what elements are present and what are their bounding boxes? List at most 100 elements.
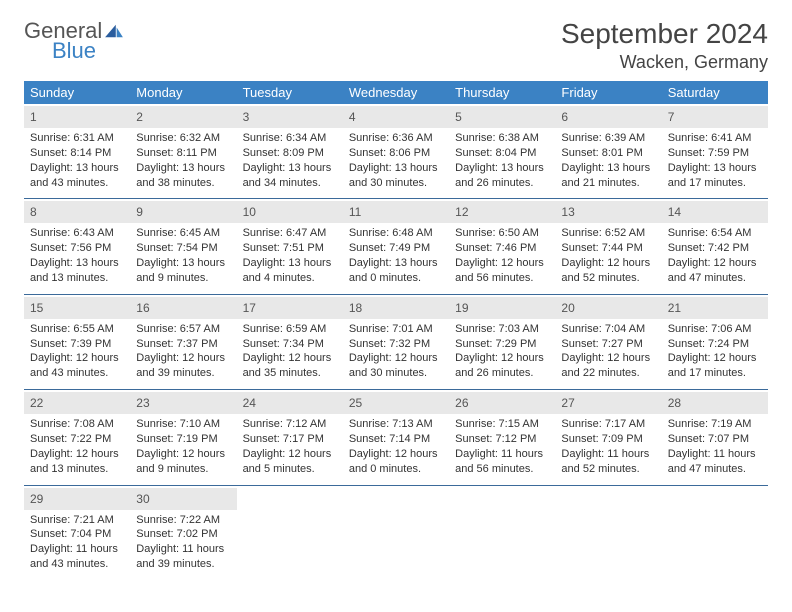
day-info-line: and 34 minutes. <box>243 176 337 191</box>
day-info-line: Sunrise: 7:15 AM <box>455 417 549 432</box>
day-cell: 18Sunrise: 7:01 AMSunset: 7:32 PMDayligh… <box>343 295 449 389</box>
day-info-line: Sunset: 7:59 PM <box>668 146 762 161</box>
day-number: 17 <box>243 301 256 315</box>
day-number: 4 <box>349 110 356 124</box>
day-info-line: Sunset: 7:54 PM <box>136 241 230 256</box>
day-info-line: Sunrise: 7:13 AM <box>349 417 443 432</box>
day-info-line: Sunrise: 6:45 AM <box>136 226 230 241</box>
day-cell: 9Sunrise: 6:45 AMSunset: 7:54 PMDaylight… <box>130 199 236 293</box>
daynum-row: 28 <box>662 392 768 414</box>
day-cell: 7Sunrise: 6:41 AMSunset: 7:59 PMDaylight… <box>662 104 768 198</box>
day-info-line: Sunset: 7:56 PM <box>30 241 124 256</box>
day-info-line: Sunset: 8:14 PM <box>30 146 124 161</box>
daynum-row: 17 <box>237 297 343 319</box>
day-info-line: and 43 minutes. <box>30 557 124 572</box>
day-info-line: Daylight: 12 hours <box>349 351 443 366</box>
day-number: 30 <box>136 492 149 506</box>
daynum-row: 26 <box>449 392 555 414</box>
day-info-line: Daylight: 12 hours <box>243 351 337 366</box>
day-info-line: Sunrise: 7:06 AM <box>668 322 762 337</box>
day-info-line: and 47 minutes. <box>668 462 762 477</box>
day-info-line: Daylight: 13 hours <box>30 161 124 176</box>
header: General Blue September 2024 Wacken, Germ… <box>24 18 768 73</box>
day-info-line: and 56 minutes. <box>455 462 549 477</box>
day-number: 2 <box>136 110 143 124</box>
day-cell: 20Sunrise: 7:04 AMSunset: 7:27 PMDayligh… <box>555 295 661 389</box>
day-info-line: Sunset: 7:12 PM <box>455 432 549 447</box>
day-number: 15 <box>30 301 43 315</box>
day-info-line: Sunset: 7:07 PM <box>668 432 762 447</box>
daynum-row: 14 <box>662 201 768 223</box>
day-info-line: and 0 minutes. <box>349 271 443 286</box>
daynum-row: 30 <box>130 488 236 510</box>
day-info-line: Daylight: 12 hours <box>30 447 124 462</box>
day-info-line: and 17 minutes. <box>668 176 762 191</box>
day-info-line: and 39 minutes. <box>136 557 230 572</box>
day-cell <box>449 486 555 580</box>
day-info-line: Sunset: 7:37 PM <box>136 337 230 352</box>
day-number: 28 <box>668 396 681 410</box>
daynum-row: 27 <box>555 392 661 414</box>
day-cell: 28Sunrise: 7:19 AMSunset: 7:07 PMDayligh… <box>662 390 768 484</box>
day-info-line: Daylight: 13 hours <box>136 161 230 176</box>
day-info-line: and 0 minutes. <box>349 462 443 477</box>
day-info-line: Sunset: 7:17 PM <box>243 432 337 447</box>
day-cell: 21Sunrise: 7:06 AMSunset: 7:24 PMDayligh… <box>662 295 768 389</box>
daynum-row: 29 <box>24 488 130 510</box>
weekday-label: Tuesday <box>237 81 343 104</box>
day-info-line: Sunset: 8:06 PM <box>349 146 443 161</box>
daynum-row: 6 <box>555 106 661 128</box>
day-info-line: Daylight: 12 hours <box>136 351 230 366</box>
week-row: 15Sunrise: 6:55 AMSunset: 7:39 PMDayligh… <box>24 294 768 389</box>
day-info-line: and 17 minutes. <box>668 366 762 381</box>
day-info-line: Daylight: 13 hours <box>30 256 124 271</box>
day-info-line: Sunset: 7:09 PM <box>561 432 655 447</box>
day-cell: 10Sunrise: 6:47 AMSunset: 7:51 PMDayligh… <box>237 199 343 293</box>
day-info-line: Sunrise: 6:55 AM <box>30 322 124 337</box>
day-info-line: Sunrise: 6:38 AM <box>455 131 549 146</box>
day-cell: 23Sunrise: 7:10 AMSunset: 7:19 PMDayligh… <box>130 390 236 484</box>
daynum-row: 20 <box>555 297 661 319</box>
daynum-row: 10 <box>237 201 343 223</box>
day-number: 13 <box>561 205 574 219</box>
day-info-line: Sunrise: 6:57 AM <box>136 322 230 337</box>
weeks: 1Sunrise: 6:31 AMSunset: 8:14 PMDaylight… <box>24 104 768 580</box>
day-cell: 15Sunrise: 6:55 AMSunset: 7:39 PMDayligh… <box>24 295 130 389</box>
day-cell: 8Sunrise: 6:43 AMSunset: 7:56 PMDaylight… <box>24 199 130 293</box>
day-info-line: Sunrise: 6:36 AM <box>349 131 443 146</box>
day-cell <box>555 486 661 580</box>
day-info-line: Daylight: 11 hours <box>30 542 124 557</box>
sail-icon <box>103 23 125 39</box>
day-cell: 4Sunrise: 6:36 AMSunset: 8:06 PMDaylight… <box>343 104 449 198</box>
day-info-line: Daylight: 11 hours <box>561 447 655 462</box>
day-number: 6 <box>561 110 568 124</box>
daynum-row: 23 <box>130 392 236 414</box>
day-info-line: Sunrise: 6:43 AM <box>30 226 124 241</box>
day-info-line: and 22 minutes. <box>561 366 655 381</box>
daynum-row: 13 <box>555 201 661 223</box>
day-cell: 27Sunrise: 7:17 AMSunset: 7:09 PMDayligh… <box>555 390 661 484</box>
day-cell <box>662 486 768 580</box>
day-info-line: Sunrise: 7:22 AM <box>136 513 230 528</box>
calendar: SundayMondayTuesdayWednesdayThursdayFrid… <box>24 81 768 580</box>
day-number: 26 <box>455 396 468 410</box>
logo: General Blue <box>24 18 125 64</box>
week-row: 1Sunrise: 6:31 AMSunset: 8:14 PMDaylight… <box>24 104 768 198</box>
week-row: 8Sunrise: 6:43 AMSunset: 7:56 PMDaylight… <box>24 198 768 293</box>
day-info-line: Sunrise: 6:50 AM <box>455 226 549 241</box>
daynum-row: 4 <box>343 106 449 128</box>
day-cell: 30 Sunrise: 7:22 AMSunset: 7:02 PMDayligh… <box>130 486 236 580</box>
day-info-line: Sunrise: 7:01 AM <box>349 322 443 337</box>
day-info-line: Sunrise: 6:34 AM <box>243 131 337 146</box>
day-info-line: Daylight: 13 hours <box>668 161 762 176</box>
day-info-line: Daylight: 11 hours <box>136 542 230 557</box>
day-info-line: Sunset: 7:46 PM <box>455 241 549 256</box>
day-info-line: Sunrise: 7:04 AM <box>561 322 655 337</box>
daynum-row: 3 <box>237 106 343 128</box>
day-number: 19 <box>455 301 468 315</box>
daynum-row: 5 <box>449 106 555 128</box>
day-number: 18 <box>349 301 362 315</box>
day-info-line: Sunset: 7:02 PM <box>136 527 230 542</box>
day-info-line: and 26 minutes. <box>455 366 549 381</box>
day-info-line: Daylight: 12 hours <box>455 351 549 366</box>
